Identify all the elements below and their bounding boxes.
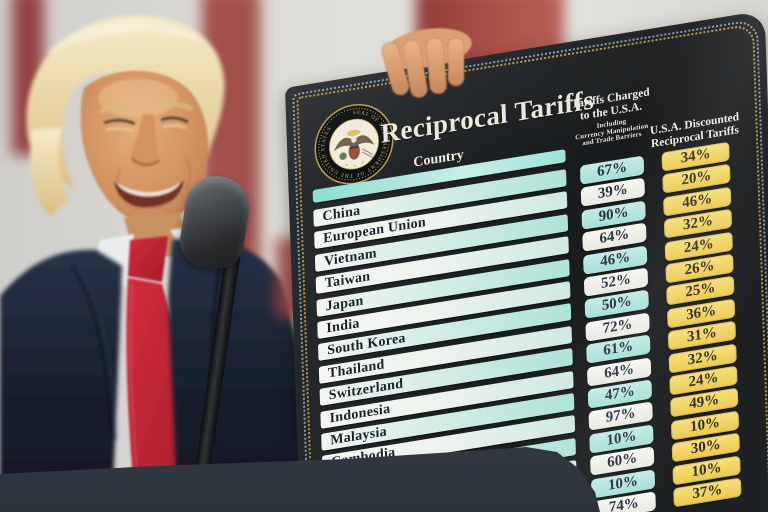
eye [160,116,189,124]
nose [130,114,159,166]
teeth [117,182,180,197]
eyebrow [157,102,194,112]
hair [26,15,225,216]
presidential-seal-icon: SEAL OF THE PRESIDENT OF THE UNITED STAT… [314,103,394,185]
face [80,70,209,232]
tariff-board: SEAL OF THE PRESIDENT OF THE UNITED STAT… [285,10,768,512]
hand [381,28,472,99]
tariff-rows: China 67% 34% European Union 39% 20% Vie… [285,10,768,512]
eye [103,118,136,126]
eyebrow [98,104,138,115]
